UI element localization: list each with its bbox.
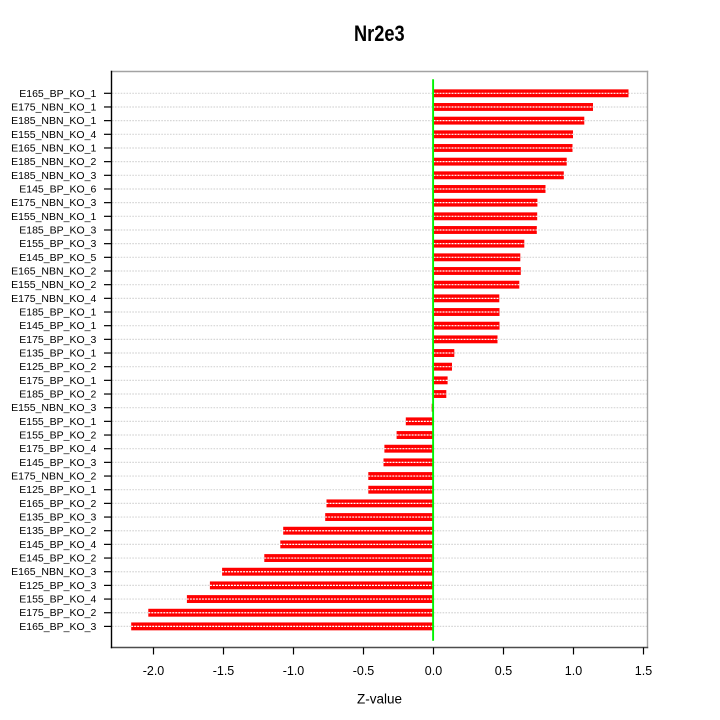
svg-text:E155_BP_KO_1: E155_BP_KO_1 — [19, 416, 96, 428]
svg-text:E175_BP_KO_3: E175_BP_KO_3 — [19, 334, 96, 346]
svg-text:E135_BP_KO_3: E135_BP_KO_3 — [19, 512, 96, 524]
svg-text:E155_NBN_KO_4: E155_NBN_KO_4 — [11, 129, 96, 141]
svg-text:E145_BP_KO_3: E145_BP_KO_3 — [19, 457, 96, 469]
svg-text:E165_BP_KO_3: E165_BP_KO_3 — [19, 621, 96, 633]
svg-text:E185_NBN_KO_1: E185_NBN_KO_1 — [11, 115, 96, 127]
svg-text:E145_BP_KO_5: E145_BP_KO_5 — [19, 252, 96, 264]
svg-text:Nr2e3: Nr2e3 — [354, 22, 405, 46]
svg-text:E165_NBN_KO_3: E165_NBN_KO_3 — [11, 566, 96, 578]
svg-text:E145_BP_KO_4: E145_BP_KO_4 — [19, 539, 96, 551]
svg-text:-2.0: -2.0 — [143, 664, 165, 678]
svg-text:E165_BP_KO_2: E165_BP_KO_2 — [19, 498, 96, 510]
svg-text:E185_BP_KO_2: E185_BP_KO_2 — [19, 389, 96, 401]
svg-text:E155_BP_KO_2: E155_BP_KO_2 — [19, 430, 96, 442]
svg-text:E185_BP_KO_3: E185_BP_KO_3 — [19, 224, 96, 236]
svg-text:E185_NBN_KO_3: E185_NBN_KO_3 — [11, 170, 96, 182]
svg-text:E175_BP_KO_4: E175_BP_KO_4 — [19, 443, 96, 455]
svg-text:E175_BP_KO_2: E175_BP_KO_2 — [19, 607, 96, 619]
svg-text:E125_BP_KO_3: E125_BP_KO_3 — [19, 580, 96, 592]
svg-text:E135_BP_KO_2: E135_BP_KO_2 — [19, 525, 96, 537]
svg-text:E125_BP_KO_1: E125_BP_KO_1 — [19, 484, 96, 496]
svg-text:E155_NBN_KO_2: E155_NBN_KO_2 — [11, 279, 96, 291]
svg-text:E155_BP_KO_3: E155_BP_KO_3 — [19, 238, 96, 250]
svg-text:-0.5: -0.5 — [353, 664, 375, 678]
svg-text:E155_BP_KO_4: E155_BP_KO_4 — [19, 594, 96, 606]
svg-text:E155_NBN_KO_1: E155_NBN_KO_1 — [11, 211, 96, 223]
svg-text:E165_NBN_KO_1: E165_NBN_KO_1 — [11, 142, 96, 154]
svg-text:0.0: 0.0 — [425, 664, 442, 678]
svg-text:E125_BP_KO_2: E125_BP_KO_2 — [19, 361, 96, 373]
svg-text:E145_BP_KO_2: E145_BP_KO_2 — [19, 553, 96, 565]
svg-text:E175_NBN_KO_4: E175_NBN_KO_4 — [11, 293, 96, 305]
svg-text:E175_NBN_KO_3: E175_NBN_KO_3 — [11, 197, 96, 209]
svg-text:1.0: 1.0 — [565, 664, 582, 678]
svg-text:E145_BP_KO_1: E145_BP_KO_1 — [19, 320, 96, 332]
svg-text:E175_NBN_KO_1: E175_NBN_KO_1 — [11, 101, 96, 113]
svg-text:E155_NBN_KO_3: E155_NBN_KO_3 — [11, 402, 96, 414]
svg-text:E145_BP_KO_6: E145_BP_KO_6 — [19, 183, 96, 195]
svg-text:E165_NBN_KO_2: E165_NBN_KO_2 — [11, 266, 96, 278]
svg-text:E175_NBN_KO_2: E175_NBN_KO_2 — [11, 471, 96, 483]
svg-text:1.5: 1.5 — [635, 664, 652, 678]
svg-text:E135_BP_KO_1: E135_BP_KO_1 — [19, 348, 96, 360]
svg-text:-1.0: -1.0 — [283, 664, 305, 678]
svg-text:E175_BP_KO_1: E175_BP_KO_1 — [19, 375, 96, 387]
svg-text:-1.5: -1.5 — [213, 664, 235, 678]
svg-text:E185_NBN_KO_2: E185_NBN_KO_2 — [11, 156, 96, 168]
svg-text:Z-value: Z-value — [357, 692, 402, 707]
svg-text:0.5: 0.5 — [495, 664, 512, 678]
svg-text:E185_BP_KO_1: E185_BP_KO_1 — [19, 307, 96, 319]
svg-text:E165_BP_KO_1: E165_BP_KO_1 — [19, 88, 96, 100]
